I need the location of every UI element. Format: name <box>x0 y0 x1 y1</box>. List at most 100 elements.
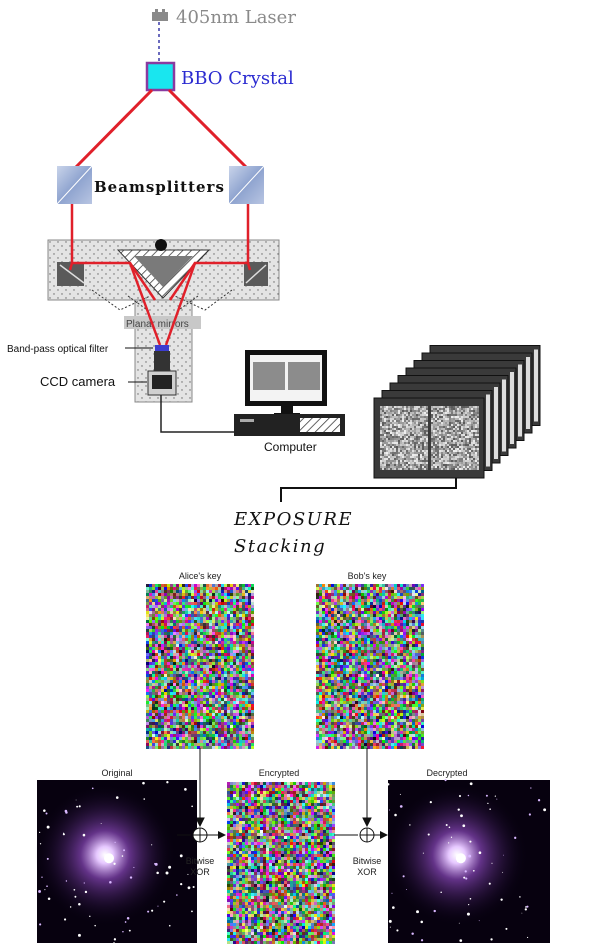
decrypted-image <box>387 779 550 943</box>
star <box>82 833 86 837</box>
star <box>46 857 49 860</box>
star <box>457 808 460 811</box>
star <box>485 794 488 797</box>
star <box>176 894 178 896</box>
xor-left-label-2: XOR <box>190 867 210 877</box>
star <box>109 880 112 884</box>
star <box>39 923 42 926</box>
star <box>433 909 436 913</box>
star <box>133 866 135 869</box>
star <box>154 863 156 865</box>
star <box>530 787 532 789</box>
circle-plus-icon <box>334 827 388 843</box>
bandpass-label: Band-pass optical filter <box>7 344 109 355</box>
star <box>422 852 424 854</box>
star <box>399 805 403 808</box>
star <box>537 799 541 802</box>
star <box>469 840 472 843</box>
exposure-label-2: Stacking <box>234 536 326 557</box>
star <box>402 875 405 878</box>
star <box>502 871 504 873</box>
star <box>113 862 116 865</box>
exposure-connector <box>280 478 457 502</box>
star <box>396 929 399 932</box>
star <box>465 877 468 880</box>
beamsplitter-left <box>56 165 93 205</box>
star <box>115 796 119 799</box>
star <box>163 900 166 903</box>
star <box>168 865 172 869</box>
star <box>84 890 88 894</box>
star <box>83 882 85 884</box>
star <box>180 882 183 886</box>
star <box>78 903 81 906</box>
star <box>416 910 420 914</box>
star <box>491 862 493 864</box>
beamsplitter-right <box>228 165 265 205</box>
star <box>467 794 470 797</box>
star <box>78 805 81 808</box>
star <box>45 812 48 815</box>
star <box>387 783 390 786</box>
star <box>128 929 131 932</box>
star <box>100 822 102 824</box>
star <box>192 885 195 889</box>
star <box>488 882 491 885</box>
star <box>38 890 41 893</box>
star <box>77 933 81 937</box>
star <box>519 896 521 898</box>
star <box>429 801 432 804</box>
star <box>43 809 46 812</box>
star <box>514 836 517 839</box>
star <box>468 854 472 858</box>
star <box>448 842 450 844</box>
star <box>46 885 48 888</box>
star <box>450 836 453 838</box>
exposure-frame <box>373 397 485 479</box>
star <box>113 938 117 941</box>
star <box>500 898 503 901</box>
star <box>458 794 462 798</box>
star <box>427 833 430 836</box>
star <box>142 781 145 785</box>
star <box>472 869 475 872</box>
key-arrows <box>195 748 372 828</box>
star <box>91 787 94 790</box>
star <box>114 841 116 843</box>
planar-mirrors-label: Planar mirrors <box>126 319 189 330</box>
star <box>124 921 127 923</box>
star <box>526 905 529 908</box>
computer-icon <box>234 350 345 436</box>
star <box>466 912 470 916</box>
star <box>420 939 424 942</box>
xor-left-label-1: Bitwise <box>186 856 215 866</box>
star <box>165 871 169 875</box>
encrypted-image <box>227 782 335 944</box>
star <box>191 805 193 808</box>
bob-key-image <box>316 584 424 749</box>
star <box>157 905 159 907</box>
star <box>494 795 496 797</box>
bbo-label: BBO Crystal <box>181 68 294 89</box>
star <box>76 805 79 808</box>
star <box>503 854 504 856</box>
star <box>184 788 187 791</box>
bbo-crystal <box>145 61 176 92</box>
star <box>524 908 527 911</box>
star <box>113 942 115 944</box>
star <box>121 855 124 857</box>
laser-device-icon <box>152 9 168 21</box>
star <box>122 930 124 933</box>
exposure-label-1: EXPOSURE <box>233 509 353 530</box>
star <box>521 912 523 914</box>
star <box>47 897 51 901</box>
star <box>505 927 508 930</box>
star <box>459 939 463 942</box>
star <box>525 906 527 908</box>
star <box>487 802 489 805</box>
star <box>156 871 159 875</box>
star <box>462 824 466 828</box>
camera-cable <box>160 395 234 433</box>
decrypted-label: Decrypted <box>426 768 467 778</box>
star <box>409 824 411 826</box>
